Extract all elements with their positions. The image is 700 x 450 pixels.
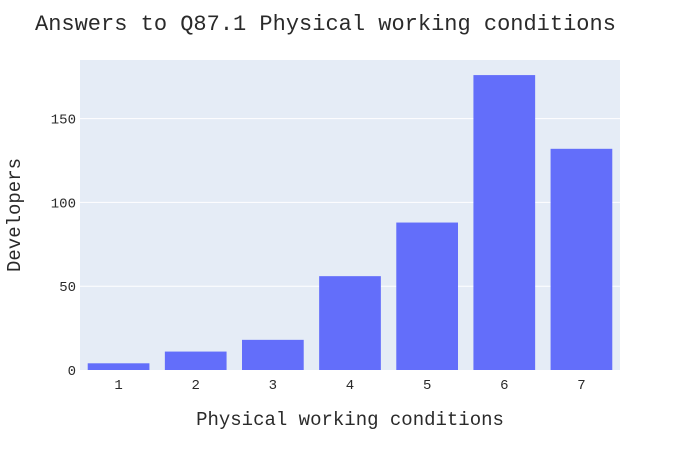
y-tick-label: 150	[51, 113, 76, 129]
y-tick-label: 50	[59, 280, 76, 296]
bars	[87, 75, 613, 370]
bar-4	[319, 276, 381, 370]
x-axis-ticks: 1 2 3 4 5 6 7	[114, 378, 585, 394]
bar-2	[164, 351, 227, 370]
x-tick-label: 1	[114, 378, 122, 394]
x-tick-label: 2	[192, 378, 200, 394]
bar-3	[242, 339, 304, 370]
x-tick-label: 5	[423, 378, 431, 394]
x-tick-label: 6	[500, 378, 508, 394]
bar-1	[87, 363, 150, 370]
x-tick-label: 4	[346, 378, 354, 394]
bar-5	[396, 222, 458, 370]
x-axis-title: Physical working conditions	[196, 409, 504, 431]
bar-7	[550, 148, 613, 370]
y-axis-title: Developers	[4, 158, 26, 272]
bar-6	[473, 75, 536, 370]
x-tick-label: 7	[577, 378, 585, 394]
x-tick-label: 3	[269, 378, 277, 394]
chart-title: Answers to Q87.1 Physical working condit…	[35, 12, 616, 37]
y-tick-label: 100	[51, 196, 76, 212]
y-tick-label: 0	[68, 364, 76, 380]
y-axis-ticks: 0 50 100 150	[51, 113, 76, 380]
